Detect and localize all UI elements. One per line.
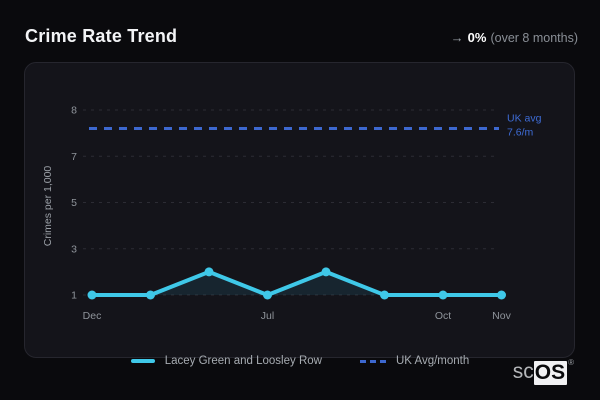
trend-arrow-icon: → [450, 30, 464, 45]
svg-text:3: 3 [71, 243, 77, 255]
registered-mark-icon: ® [568, 358, 574, 367]
page-title: Crime Rate Trend [25, 26, 178, 46]
legend-label: UK Avg/month [395, 355, 470, 367]
chart-card: 8 7 5 3 1 Crimes per 1,000 UK avg 7.6/m Dec Jul Oc… [24, 62, 575, 358]
legend-item-lacey-green[interactable]: Lacey Green and Loosley Row [130, 355, 322, 367]
chart-legend: Lacey Green and Loosley Row UK Avg/month [0, 355, 600, 367]
trend-value: 0% [467, 30, 487, 45]
svg-text:Jul: Jul [261, 310, 274, 322]
svg-text:8: 8 [71, 105, 77, 117]
svg-text:7.6/m: 7.6/m [507, 127, 534, 139]
scos-logo: sc OS ® [512, 358, 574, 385]
series-line-swatch [130, 359, 155, 363]
logo-prefix: sc [512, 360, 534, 383]
svg-text:Dec: Dec [83, 310, 102, 322]
svg-text:5: 5 [71, 197, 77, 209]
svg-text:UK avg: UK avg [507, 113, 542, 125]
svg-text:7: 7 [71, 151, 77, 163]
svg-text:Oct: Oct [435, 310, 451, 322]
reference-line-swatch [359, 359, 386, 363]
svg-text:1: 1 [71, 290, 77, 302]
crime-rate-line-chart: 8 7 5 3 1 Crimes per 1,000 UK avg 7.6/m Dec Jul Oc… [42, 105, 542, 323]
svg-text:Nov: Nov [492, 310, 511, 322]
legend-label: Lacey Green and Loosley Row [164, 355, 322, 367]
logo-suffix: OS [533, 361, 568, 385]
trend-indicator: → 0% (over 8 months) [451, 30, 578, 45]
svg-text:Crimes per 1,000: Crimes per 1,000 [42, 166, 54, 247]
legend-item-uk-avg[interactable]: UK Avg/month [359, 355, 470, 367]
trend-period: (over 8 months) [490, 31, 578, 45]
